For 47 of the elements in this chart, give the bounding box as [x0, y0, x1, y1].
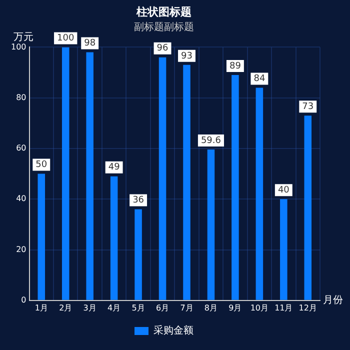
data-label: 59.6 — [200, 136, 222, 146]
x-tick-label: 2月 — [59, 303, 72, 312]
y-tick-label: 60 — [16, 144, 26, 153]
y-tick-label: 20 — [16, 244, 26, 254]
bar — [304, 116, 312, 300]
bar — [62, 47, 70, 300]
bar — [158, 57, 166, 300]
bar — [256, 88, 264, 300]
bar — [38, 174, 46, 300]
y-axis-title: 万元 — [13, 32, 34, 43]
data-label: 93 — [181, 51, 192, 62]
x-tick-label: 8月 — [204, 303, 218, 312]
x-tick-label: 5月 — [132, 303, 145, 312]
y-tick-label: 80 — [16, 92, 26, 102]
y-tick-label: 40 — [16, 194, 26, 204]
x-tick-label: 9月 — [228, 303, 242, 312]
x-axis-title: 月份 — [323, 294, 343, 306]
x-tick-label: 4月 — [108, 303, 121, 312]
bar — [86, 52, 94, 300]
data-label: 40 — [278, 185, 290, 196]
data-label: 100 — [57, 34, 74, 44]
data-label: 89 — [229, 61, 242, 72]
y-tick-label: 0 — [21, 295, 26, 304]
data-label: 73 — [302, 102, 314, 112]
bar — [280, 199, 288, 300]
data-label: 36 — [132, 196, 144, 206]
x-tick-label: 12月 — [298, 303, 317, 312]
data-label: 98 — [84, 38, 96, 49]
data-label: 96 — [156, 44, 169, 54]
x-tick-label: 1月 — [34, 303, 48, 312]
chart-subtitle: 副标题副标题 — [134, 20, 194, 33]
legend-label: 采购金额 — [154, 324, 194, 337]
bar — [110, 176, 118, 300]
x-tick-label: 3月 — [83, 303, 96, 312]
x-tick-label: 7月 — [180, 303, 194, 312]
data-label: 84 — [254, 74, 266, 84]
y-tick-label: 100 — [10, 42, 26, 52]
chart-title: 柱状图标题 — [136, 5, 192, 18]
bar — [207, 149, 215, 300]
bar — [134, 209, 142, 300]
bar — [232, 75, 239, 300]
x-tick-label: 6月 — [156, 303, 170, 312]
x-tick-label: 10月 — [250, 303, 269, 312]
x-tick-label: 11月 — [274, 303, 293, 312]
data-label: 49 — [108, 162, 120, 173]
bar — [183, 64, 190, 300]
data-label: 50 — [36, 160, 48, 170]
